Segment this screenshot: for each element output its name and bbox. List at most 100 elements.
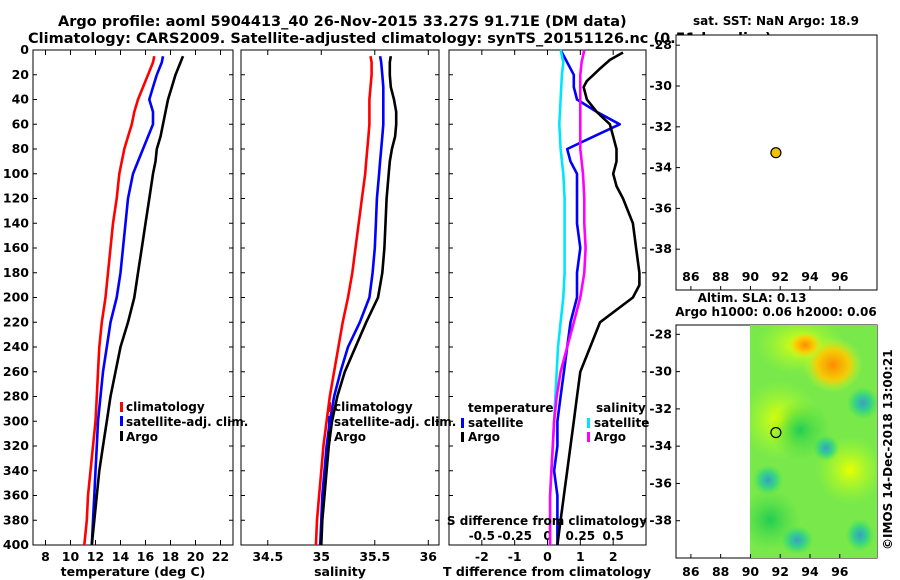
heatmap-low-patch (846, 519, 874, 551)
temperature-xlabel: temperature (deg C) (61, 564, 206, 579)
depth-tick-label: 120 (3, 191, 29, 206)
depth-tick-label: 40 (12, 92, 30, 107)
legend-swatch-climatology (120, 402, 123, 412)
x-tick-label: 18 (162, 549, 179, 564)
x-tick-label: 8 (41, 549, 50, 564)
x-tick-label: 16 (137, 549, 155, 564)
depth-axis: 0 20 40 60 80 100 120 140 160 180 200 220 240 260 280 3… (3, 42, 646, 552)
x-tick-label: 36 (420, 549, 438, 564)
imos-credit: ©IMOS 14-Dec-2018 13:00:21 (881, 349, 895, 550)
legend-swatch-argo (328, 431, 331, 441)
depth-tick-label: 280 (3, 389, 29, 404)
lat-tick-label: -28 (649, 326, 672, 341)
s-tick-label: -0.5 (469, 529, 495, 543)
depth-tick-label: 0 (20, 42, 29, 57)
s-tick-label: 0 (543, 529, 551, 543)
heatmap-low-patch (813, 435, 839, 461)
sst-map-title: sat. SST: NaN Argo: 18.9 (693, 14, 859, 28)
temperature-series: 8 10 12 14 16 18 20 22 (41, 50, 229, 564)
depth-tick-label: 240 (3, 339, 29, 354)
lon-tick-label: 96 (831, 269, 849, 284)
lon-tick-label: 90 (742, 564, 760, 579)
series-line-satellite-adj-clim- (90, 55, 165, 546)
altimetry-title-line1: Altim. SLA: 0.13 (698, 291, 807, 305)
lat-tick-label: -36 (649, 200, 672, 215)
x-tick-label: 35 (313, 549, 330, 564)
x-tick-label: 34.5 (252, 549, 283, 564)
lat-tick-label: -30 (649, 78, 672, 93)
s-tick-label: 0.25 (566, 529, 596, 543)
series-line-argo (320, 55, 398, 546)
lon-tick-label: 94 (801, 269, 819, 284)
argo-location-marker (770, 147, 782, 159)
lon-tick-label: 86 (682, 564, 700, 579)
legend-label-argo: Argo (126, 430, 158, 444)
x-tick-label: 35.5 (359, 549, 390, 564)
series-line-climatology (314, 55, 373, 546)
depth-tick-label: 340 (3, 463, 29, 478)
depth-tick-label: 180 (3, 265, 29, 280)
legend-label-t-satellite: satellite (468, 416, 523, 430)
legend-label-t-argo: Argo (468, 430, 500, 444)
salinity-plot-frame (240, 49, 440, 546)
x-tick-label: 14 (112, 549, 130, 564)
lon-tick-label: 88 (712, 269, 729, 284)
difference-legend: temperature satellite Argo salinity sate… (461, 401, 649, 444)
t-difference-xlabel: T difference from climatology (443, 564, 651, 579)
lat-tick-label: -28 (649, 37, 672, 52)
figure-title-line1: Argo profile: aoml 5904413_40 26-Nov-201… (58, 14, 627, 30)
x-tick-label: -1 (508, 549, 522, 564)
legend-label-satellite: satellite-adj. clim. (126, 415, 248, 429)
depth-tick-label: 20 (12, 67, 30, 82)
series-line-salinity-argo (548, 49, 587, 545)
legend-swatch-s-argo (587, 432, 590, 442)
series-line-temperature-argo (556, 51, 641, 546)
legend-label-climatology: climatology (126, 400, 205, 414)
heatmap-low-patch (753, 465, 783, 495)
depth-tick-label: 80 (12, 141, 30, 156)
legend-swatch-satellite (328, 416, 331, 426)
depth-tick-label: 160 (3, 240, 29, 255)
lon-tick-label: 86 (682, 269, 700, 284)
legend-label-argo: Argo (334, 430, 366, 444)
x-tick-label: 0 (543, 549, 552, 564)
legend-swatch-climatology (328, 402, 331, 412)
salinity-series: 34.5 35 35.5 36 (252, 50, 437, 564)
x-tick-label: 2 (609, 549, 618, 564)
legend-swatch-t-satellite (461, 418, 464, 428)
lon-tick-label: 90 (742, 269, 760, 284)
s-tick-label: 0.5 (603, 529, 624, 543)
x-tick-label: 1 (576, 549, 585, 564)
altimetry-heatmap (750, 325, 877, 558)
depth-tick-label: 220 (3, 314, 29, 329)
depth-tick-label: 100 (3, 166, 29, 181)
legend-swatch-satellite (120, 416, 123, 426)
heatmap-low-patch (781, 526, 813, 554)
series-line-satellite-adj-clim- (318, 55, 385, 546)
legend-heading-salinity: salinity (596, 401, 646, 415)
altimetry-title-line2: Argo h1000: 0.06 h2000: 0.06 (675, 305, 876, 319)
depth-tick-label: 320 (3, 438, 29, 453)
heatmap-low-patch (847, 387, 877, 419)
s-difference-xlabel: S difference from climatology (447, 514, 647, 528)
lat-tick-label: -32 (649, 401, 672, 416)
heatmap-high-patch (787, 331, 823, 359)
legend-swatch-s-satellite (587, 418, 590, 428)
lat-tick-label: -34 (649, 438, 672, 453)
series-line-climatology (83, 55, 156, 546)
depth-tick-label: 60 (12, 116, 30, 131)
lat-tick-label: -36 (649, 475, 672, 490)
altimetry-map-axes: -28 -30 -32 -34 -36 -38 86 88 90 92 94 96 (649, 326, 848, 579)
s-tick-label: -0.25 (497, 529, 532, 543)
x-tick-label: 12 (87, 549, 104, 564)
x-tick-label: -2 (475, 549, 489, 564)
x-tick-label: 22 (212, 549, 229, 564)
lat-tick-label: -38 (649, 241, 672, 256)
depth-tick-label: 300 (3, 413, 29, 428)
depth-tick-label: 380 (3, 512, 29, 527)
lat-tick-label: -32 (649, 119, 672, 134)
depth-tick-label: 200 (3, 290, 29, 305)
argo-location-marker (770, 426, 782, 439)
lat-tick-label: -34 (649, 160, 672, 175)
depth-tick-label: 140 (3, 215, 29, 230)
